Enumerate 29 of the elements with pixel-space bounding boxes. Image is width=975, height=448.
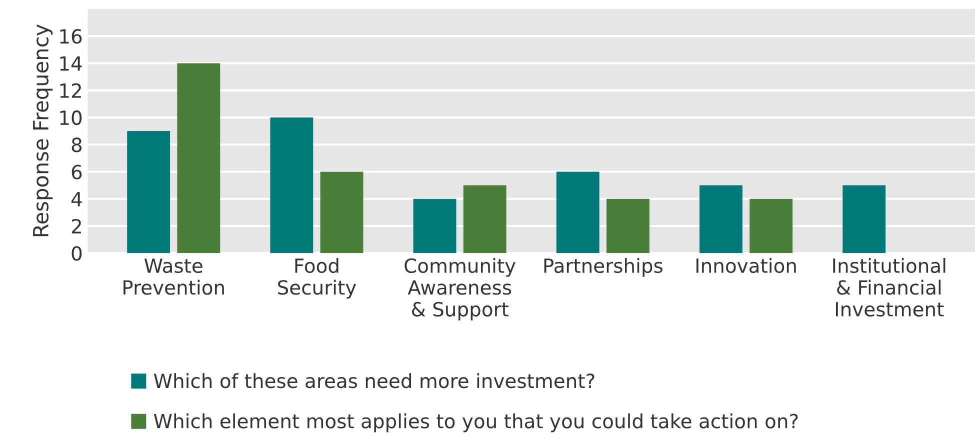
y-tick-label: 16: [60, 29, 82, 44]
y-tick-label: 12: [60, 83, 81, 98]
bar: [127, 131, 170, 254]
bar: [463, 185, 506, 254]
y-tick-label: 4: [71, 192, 82, 206]
bar: [320, 172, 364, 254]
bar: [556, 172, 600, 254]
x-tick-label: Innovation: [696, 258, 796, 274]
bar: [606, 198, 650, 254]
y-tick-label: 8: [72, 138, 82, 152]
y-tick-label: 6: [72, 164, 82, 180]
legend-label: Which element most applies to you that you could take action on?: [154, 413, 798, 432]
x-tick-label: Partnerships: [544, 258, 662, 277]
legend-label: Which of these areas need more investment?: [154, 373, 594, 388]
bar: [750, 198, 793, 254]
x-tick-label: Waste Prevention: [124, 258, 224, 295]
y-tick-label: 0: [72, 246, 82, 261]
x-tick-label: Community Awareness & Support: [404, 258, 516, 320]
y-tick-label: 10: [60, 110, 82, 126]
x-tick-label: Institutional & Financial Investment: [833, 258, 946, 317]
bar: [842, 185, 886, 254]
bar: [270, 117, 314, 254]
bar: [700, 185, 742, 254]
y-axis-title: Response Frequency: [33, 24, 53, 236]
bar: [177, 63, 220, 254]
y-tick-label: 14: [60, 56, 82, 71]
bar: [413, 198, 456, 254]
y-tick-label: 2: [72, 218, 81, 234]
x-tick-label: Food Security: [278, 258, 356, 299]
